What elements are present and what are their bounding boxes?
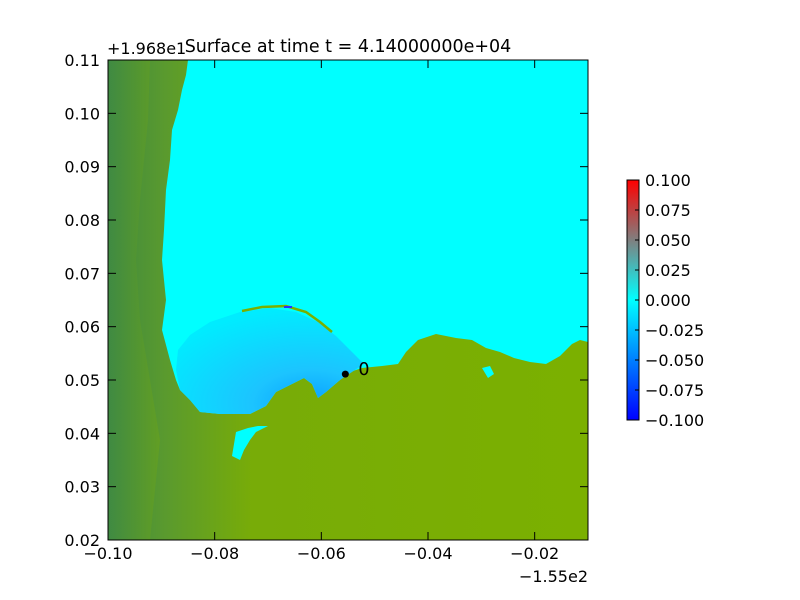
basin-region (176, 308, 364, 414)
colorbar-tick-label: −0.025 (645, 321, 704, 340)
colorbar-ticks: 0.100 0.075 0.050 0.025 0.000 −0.025 −0.050 −0.… (635, 171, 704, 430)
y-tick-label: 0.09 (64, 158, 100, 177)
x-tick-label: −0.10 (83, 544, 132, 563)
x-offset-label: −1.55e2 (519, 567, 588, 586)
colorbar-tick-label: −0.050 (645, 351, 704, 370)
x-tick-label: −0.04 (403, 544, 452, 563)
y-axis: 0.02 0.03 0.04 0.05 0.06 0.07 0.08 0.09 0.10 0.11 (64, 51, 588, 550)
gauge-label: 0 (358, 360, 369, 380)
y-tick-label: 0.04 (64, 424, 100, 443)
y-tick-label: 0.10 (64, 104, 100, 123)
y-tick-label: 0.06 (64, 318, 100, 337)
chart-title: Surface at time t = 4.14000000e+04 (185, 37, 512, 57)
y-tick-label: 0.05 (64, 371, 100, 390)
colorbar-tick-label: 0.050 (645, 231, 691, 250)
colorbar-tick-label: 0.100 (645, 171, 691, 190)
plot-frame (107, 59, 589, 541)
land-region (108, 60, 588, 540)
markers: 0 (341, 360, 369, 380)
colorbar: 0.100 0.075 0.050 0.025 0.000 −0.025 −0.050 −0.… (626, 171, 704, 430)
basin-rim (241, 304, 333, 333)
colorbar-tick-label: −0.075 (645, 381, 704, 400)
x-axis: −0.10 −0.08 −0.06 −0.04 −0.02 (83, 60, 559, 563)
y-tick-label: 0.07 (64, 264, 100, 283)
y-tick-label: 0.03 (64, 478, 100, 497)
y-tick-label: 0.08 (64, 211, 100, 230)
water-inlet-east (482, 366, 494, 378)
y-tick-label: 0.02 (64, 531, 100, 550)
land-west-band (108, 60, 160, 540)
water-inlet (232, 426, 268, 460)
x-tick-label: −0.06 (297, 544, 346, 563)
y-tick-label: 0.11 (64, 51, 100, 70)
colorbar-tick-label: 0.025 (645, 261, 691, 280)
colorbar-tick-label: 0.000 (645, 291, 691, 310)
heatmap-area (108, 60, 588, 540)
gauge-point (341, 370, 349, 378)
x-tick-label: −0.08 (190, 544, 239, 563)
colorbar-tick-label: −0.100 (645, 411, 704, 430)
colorbar-tick-label: 0.075 (645, 201, 691, 220)
y-offset-label: +1.968e1 (107, 39, 186, 58)
x-tick-label: −0.02 (510, 544, 559, 563)
